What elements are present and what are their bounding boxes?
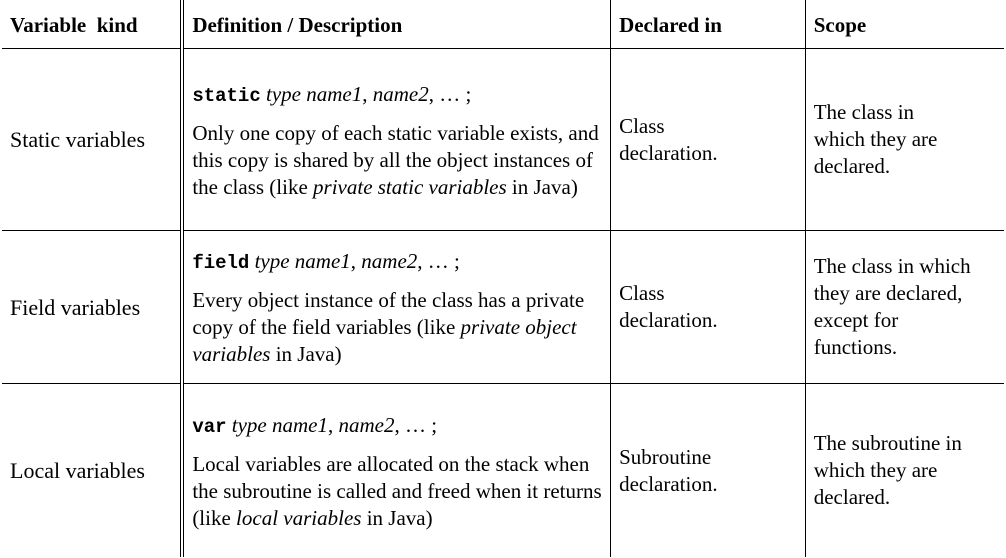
definition-cell: static type name1, name2, … ; Only one c… (181, 48, 612, 231)
scope-cell: The class in which they are declared. (804, 48, 1004, 231)
syntax-line: var type name1, name2, … ; (192, 412, 602, 441)
description-text-end: in Java) (506, 174, 578, 199)
table-header-row: Variable kind Definition / Description D… (2, 0, 1004, 49)
description-emphasis: private object variables (192, 315, 577, 366)
description-text: Every object instance of the class has a… (192, 288, 585, 339)
syntax-keyword: field (192, 252, 250, 274)
syntax-type-name: type name1 (231, 412, 328, 437)
syntax-name2: name2 (338, 412, 395, 437)
description: Local variables are allocated on the sta… (192, 451, 602, 532)
syntax-type-name: type name1 (254, 249, 351, 273)
syntax-name2: name2 (372, 81, 429, 106)
syntax-line: field type name1, name2, … ; (192, 248, 602, 277)
table-row: Static variables static type name1, name… (2, 48, 1004, 231)
description-emphasis: private static variables (313, 174, 507, 199)
header-scope: Scope (804, 0, 1004, 49)
variable-kind-cell: Field variables (2, 230, 185, 384)
syntax-separator: , (328, 412, 339, 437)
description-text: Only one copy of each static variable ex… (192, 120, 599, 199)
table-row: Field variables field type name1, name2,… (2, 230, 1004, 384)
syntax-tail: , … ; (394, 412, 438, 437)
scope-cell: The class in which they are declared, ex… (804, 230, 1004, 384)
header-definition: Definition / Description (181, 0, 612, 49)
header-variable-kind: Variable kind (2, 0, 185, 49)
definition-cell: var type name1, name2, … ; Local variabl… (181, 383, 612, 557)
variable-kind-cell: Local variables (2, 383, 185, 557)
syntax-separator: , (350, 249, 362, 273)
declared-in-cell: Subroutine declaration. (610, 383, 806, 557)
table-row: Local variables var type name1, name2, …… (2, 383, 1004, 557)
description-emphasis: local variables (236, 505, 362, 530)
description-text: Local variables are allocated on the sta… (192, 451, 602, 530)
declared-in-cell: Class declaration. (610, 48, 806, 231)
declared-in-cell: Class declaration. (610, 230, 806, 384)
description-text-end: in Java) (270, 342, 342, 366)
syntax-separator: , (362, 81, 373, 106)
description: Every object instance of the class has a… (192, 287, 602, 368)
variable-kind-cell: Static variables (2, 48, 185, 231)
syntax-tail: , … ; (428, 81, 472, 106)
syntax-line: static type name1, name2, … ; (192, 81, 602, 110)
syntax-keyword: static (192, 84, 261, 107)
syntax-type-name: type name1 (265, 81, 363, 106)
syntax-keyword: var (192, 415, 227, 438)
header-declared-in: Declared in (610, 0, 806, 49)
definition-cell: field type name1, name2, … ; Every objec… (181, 230, 612, 384)
description-text-end: in Java) (361, 505, 433, 530)
scope-cell: The subroutine in which they are declare… (804, 383, 1004, 557)
syntax-name2: name2 (361, 249, 418, 273)
syntax-tail: , … ; (417, 249, 460, 273)
description: Only one copy of each static variable ex… (192, 120, 602, 201)
